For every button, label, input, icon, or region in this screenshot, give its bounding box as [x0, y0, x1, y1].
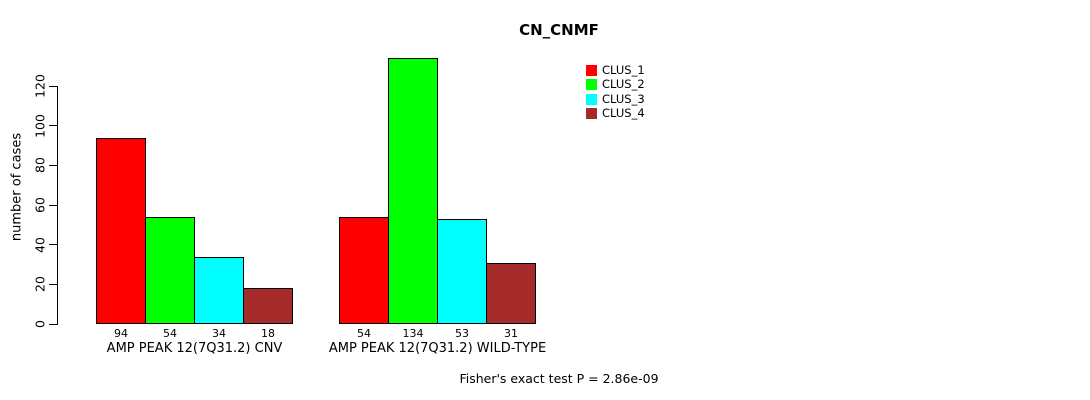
bar-clus_3-group2 [437, 219, 487, 324]
bar-value-label: 18 [261, 327, 275, 340]
legend-item-clus_2: CLUS_2 [586, 78, 645, 93]
x-axis-group-label: AMP PEAK 12(7Q31.2) WILD-TYPE [328, 341, 547, 356]
y-axis-tick [49, 125, 57, 127]
legend-label: CLUS_3 [602, 91, 645, 106]
y-axis-tick-label: 0 [32, 320, 48, 328]
bar-value-label: 54 [357, 327, 371, 340]
legend-swatch-icon [586, 108, 597, 120]
y-axis-tick [49, 164, 57, 167]
y-axis-tick-label: 80 [32, 157, 48, 174]
bar-clus_4-group2 [486, 263, 536, 324]
y-axis-tick-label: 40 [32, 236, 48, 253]
y-axis-tick-label: 120 [32, 74, 48, 98]
legend-swatch-icon [586, 93, 597, 105]
bar-clus_2-group1 [145, 217, 195, 324]
y-axis-title: number of cases [9, 132, 25, 242]
y-axis-tick [49, 283, 57, 286]
y-axis-tick-label: 20 [32, 276, 48, 293]
bar-value-label: 94 [114, 327, 128, 340]
bar-clus_4-group1 [243, 288, 293, 324]
y-axis-line [57, 86, 59, 325]
y-axis-tick [49, 323, 57, 325]
y-axis-tick-label: 100 [32, 113, 48, 138]
chart-legend: CLUS_1 CLUS_2 CLUS_3 CLUS_4 [586, 63, 645, 121]
x-axis-group-label: AMP PEAK 12(7Q31.2) CNV [106, 341, 283, 356]
bar-clus_1-group1 [96, 138, 146, 324]
bar-value-label: 34 [212, 327, 226, 340]
y-axis-tick [49, 85, 57, 87]
legend-label: CLUS_2 [602, 77, 645, 91]
bar-value-label: 134 [402, 327, 424, 340]
legend-label: CLUS_4 [602, 106, 645, 120]
legend-swatch-icon [586, 64, 597, 76]
bar-value-label: 53 [455, 327, 469, 340]
bar-value-label: 54 [163, 327, 177, 340]
y-axis-tick [49, 244, 57, 246]
bar-value-label: 31 [504, 327, 518, 340]
legend-label: CLUS_1 [602, 62, 645, 77]
legend-swatch-icon [586, 79, 597, 91]
bar-clus_3-group1 [194, 257, 244, 324]
y-axis-tick-label: 60 [32, 197, 48, 213]
bar-clus_1-group2 [339, 217, 389, 324]
legend-item-clus_1: CLUS_1 [586, 63, 645, 78]
bar-clus_2-group2 [388, 58, 438, 324]
legend-item-clus_3: CLUS_3 [586, 92, 645, 107]
chart-title: CN_CNMF [519, 21, 599, 39]
statistical-test-annotation: Fisher's exact test P = 2.86e-09 [459, 371, 659, 386]
y-axis-tick [49, 204, 57, 206]
legend-item-clus_4: CLUS_4 [586, 107, 645, 122]
